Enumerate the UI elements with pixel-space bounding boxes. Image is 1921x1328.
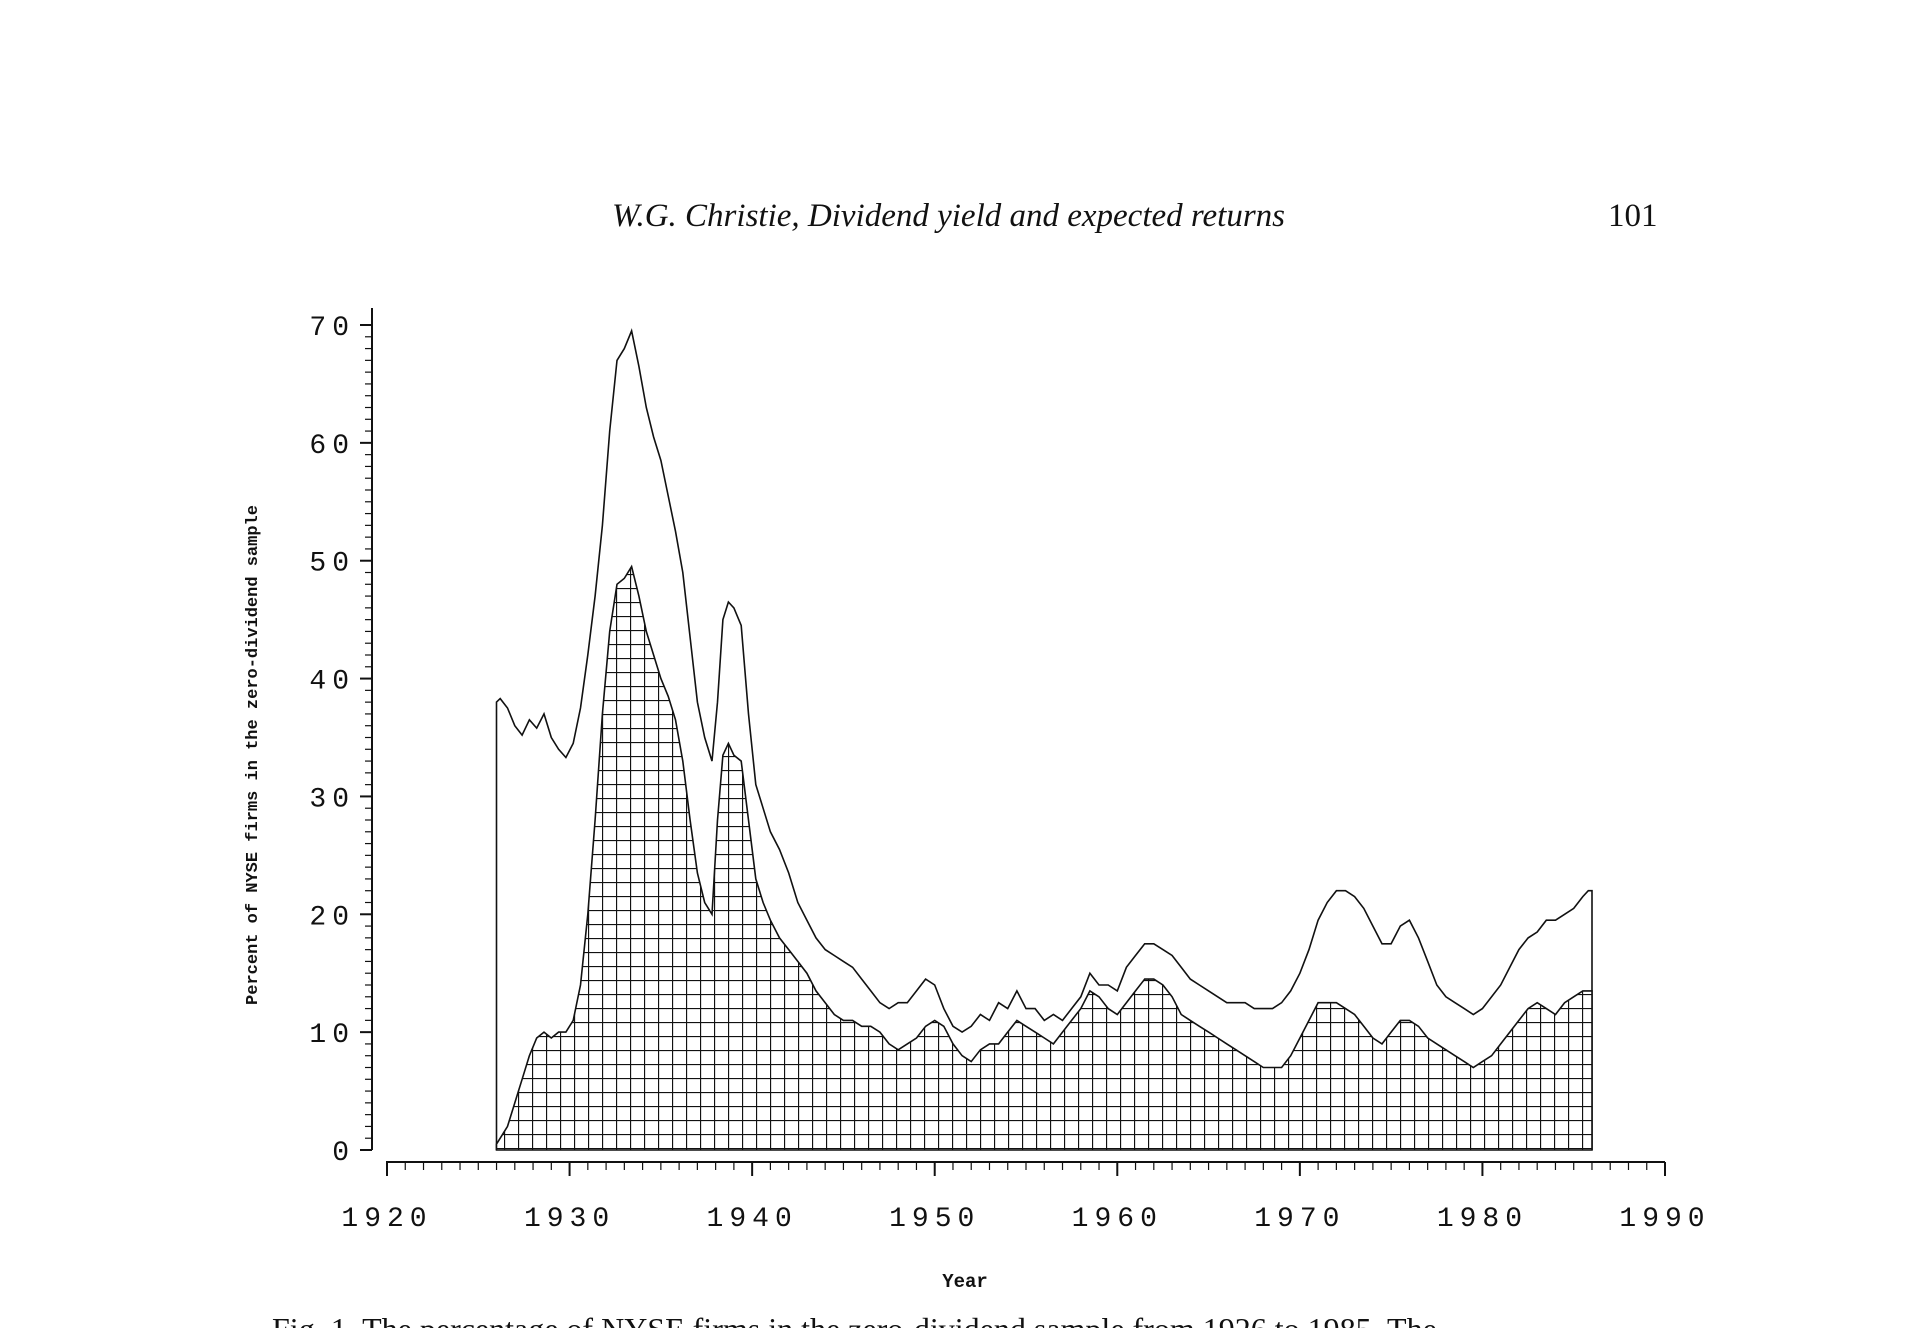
x-tick-label: 1930 [524,1204,615,1235]
chart-axes [360,308,1666,1176]
y-tick-label: 20 [309,902,355,933]
x-tick-label: 1940 [707,1204,798,1235]
page-number: 101 [1608,198,1658,234]
y-tick-label: 50 [309,549,355,580]
hatched-area-series [495,564,1593,1151]
figure-caption: Fig. 1. The percentage of NYSE firms in … [272,1306,1662,1328]
y-axis-title: Percent of NYSE firms in the zero-divide… [244,505,263,1005]
upper-line-series [495,328,1593,1150]
running-head: W.G. Christie, Dividend yield and expect… [0,198,1921,238]
y-tick-label: 30 [309,784,355,815]
y-tick-label: 0 [332,1138,355,1169]
y-tick-label: 10 [309,1020,355,1051]
x-tick-label: 1960 [1072,1204,1163,1235]
x-tick-label: 1920 [341,1204,432,1235]
x-axis-title: Year [942,1271,988,1293]
y-tick-label: 70 [309,313,355,344]
y-tick-label: 60 [309,431,355,462]
x-tick-label: 1990 [1619,1204,1710,1235]
y-tick-label: 40 [309,667,355,698]
chart-marks [495,328,1593,1151]
x-tick-label: 1970 [1254,1204,1345,1235]
running-title: W.G. Christie, Dividend yield and expect… [612,198,1286,234]
x-tick-label: 1980 [1437,1204,1528,1235]
chart-labels: 0 10 20 30 40 50 60 70 1920 1930 1940 1950 1960 1970 1… [244,313,1710,1293]
x-tick-label: 1950 [889,1204,980,1235]
